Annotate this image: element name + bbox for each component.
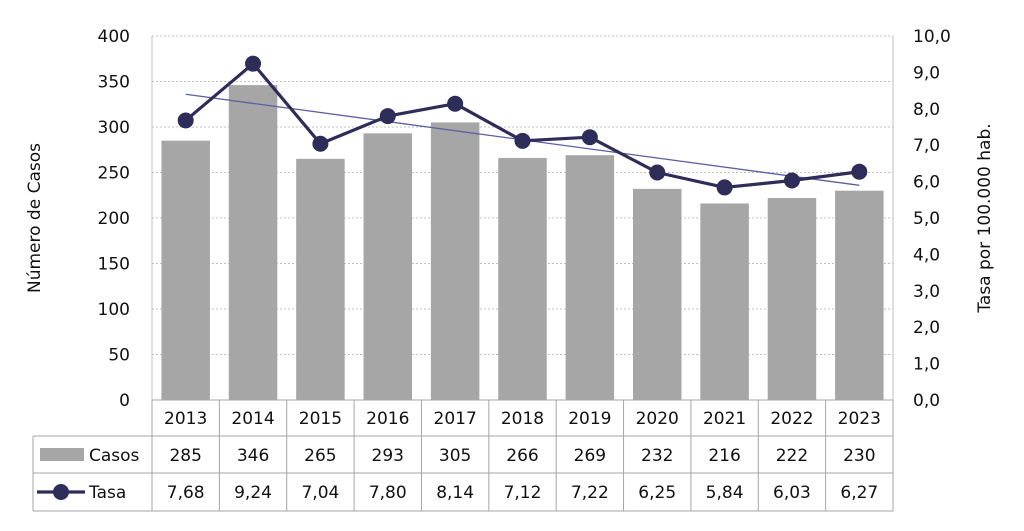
data-label-casos: 216 [708,446,740,466]
y-tick-label: 300 [98,118,130,138]
y-axis-title: Número de Casos [25,143,45,293]
y-tick-label: 0 [119,391,130,411]
y-tick-label: 100 [98,300,130,320]
x-tick-label: 2023 [838,409,881,429]
marker-2015 [312,135,329,152]
marker-2022 [783,172,800,189]
marker-2017 [447,95,464,112]
data-label-casos: 305 [439,446,471,466]
marker-2013 [177,112,194,129]
x-tick-label: 2015 [299,409,342,429]
y2-tick-label: 1,0 [913,355,940,375]
legend-swatch-tasa-marker [53,484,69,500]
bar-2018 [498,157,547,400]
marker-2019 [581,129,598,146]
data-label-tasa: 5,84 [706,483,744,503]
marker-2014 [245,55,262,72]
x-tick-label: 2019 [568,409,611,429]
data-label-tasa: 7,12 [504,483,542,503]
x-tick-label: 2020 [636,409,679,429]
marker-2018 [514,132,531,149]
marker-2023 [851,163,868,180]
y2-tick-label: 4,0 [913,245,940,265]
y2-tick-label: 0,0 [913,391,940,411]
data-label-casos: 230 [843,446,875,466]
x-tick-label: 2017 [434,409,477,429]
y-tick-label: 50 [108,346,130,366]
legend-swatch-casos [40,448,84,461]
data-label-casos: 269 [574,446,606,466]
bar-2013 [161,140,210,400]
bar-2015 [296,158,345,400]
y2-tick-label: 9,0 [913,63,940,83]
y2-tick-label: 3,0 [913,282,940,302]
line-series-tasa [177,55,868,196]
data-label-tasa: 7,68 [167,483,205,503]
bar-2021 [700,203,749,400]
x-tick-label: 2018 [501,409,544,429]
data-label-casos: 293 [372,446,404,466]
data-label-tasa: 9,24 [234,483,272,503]
bar-2017 [430,122,480,400]
legend-label-casos: Casos [89,446,140,466]
legend-label-tasa: Tasa [88,483,126,503]
data-label-casos: 346 [237,446,269,466]
data-table: 2013 2014 2015 2016 2017 2018 2019 2020 2021 2022… [32,399,894,512]
bar-2022 [767,197,817,400]
y2-tick-label: 5,0 [913,209,940,229]
data-label-tasa: 6,03 [773,483,811,503]
axes: 0 50 100 150 200 250 300 350 400 0,0 1,0 2,0 3,0 4,0 5… [98,27,951,411]
bar-2016 [363,133,413,400]
y2-tick-label: 2,0 [913,318,940,338]
y2-tick-label: 8,0 [913,100,940,120]
data-label-casos: 285 [169,446,201,466]
data-label-casos: 222 [776,446,808,466]
y-tick-label: 350 [98,73,130,93]
data-label-tasa: 7,80 [369,483,407,503]
y2-axis-title: Tasa por 100.000 hab. [975,123,995,313]
y-tick-label: 200 [98,209,130,229]
bar-2019 [565,155,615,400]
x-tick-label: 2021 [703,409,746,429]
data-label-casos: 265 [304,446,336,466]
y-tick-label: 400 [98,27,130,47]
x-tick-label: 2016 [366,409,409,429]
data-label-tasa: 8,14 [436,483,474,503]
y2-tick-label: 10,0 [913,27,951,47]
bar-2023 [835,190,884,400]
data-label-tasa: 7,22 [571,483,609,503]
y-tick-label: 150 [98,255,130,275]
bar-2014 [228,85,278,400]
bar-2020 [632,188,682,400]
data-label-tasa: 6,25 [638,483,676,503]
marker-2021 [716,179,733,196]
bar-series-casos [161,85,884,400]
marker-2020 [649,164,666,181]
y2-tick-label: 6,0 [913,173,940,193]
data-label-tasa: 7,04 [301,483,339,503]
x-tick-label: 2013 [164,409,207,429]
data-label-casos: 266 [506,446,538,466]
x-tick-label: 2014 [231,409,274,429]
x-tick-label: 2022 [770,409,813,429]
marker-2016 [379,108,396,125]
data-label-casos: 232 [641,446,673,466]
y-tick-label: 250 [98,164,130,184]
data-label-tasa: 6,27 [840,483,878,503]
y2-tick-label: 7,0 [913,136,940,156]
